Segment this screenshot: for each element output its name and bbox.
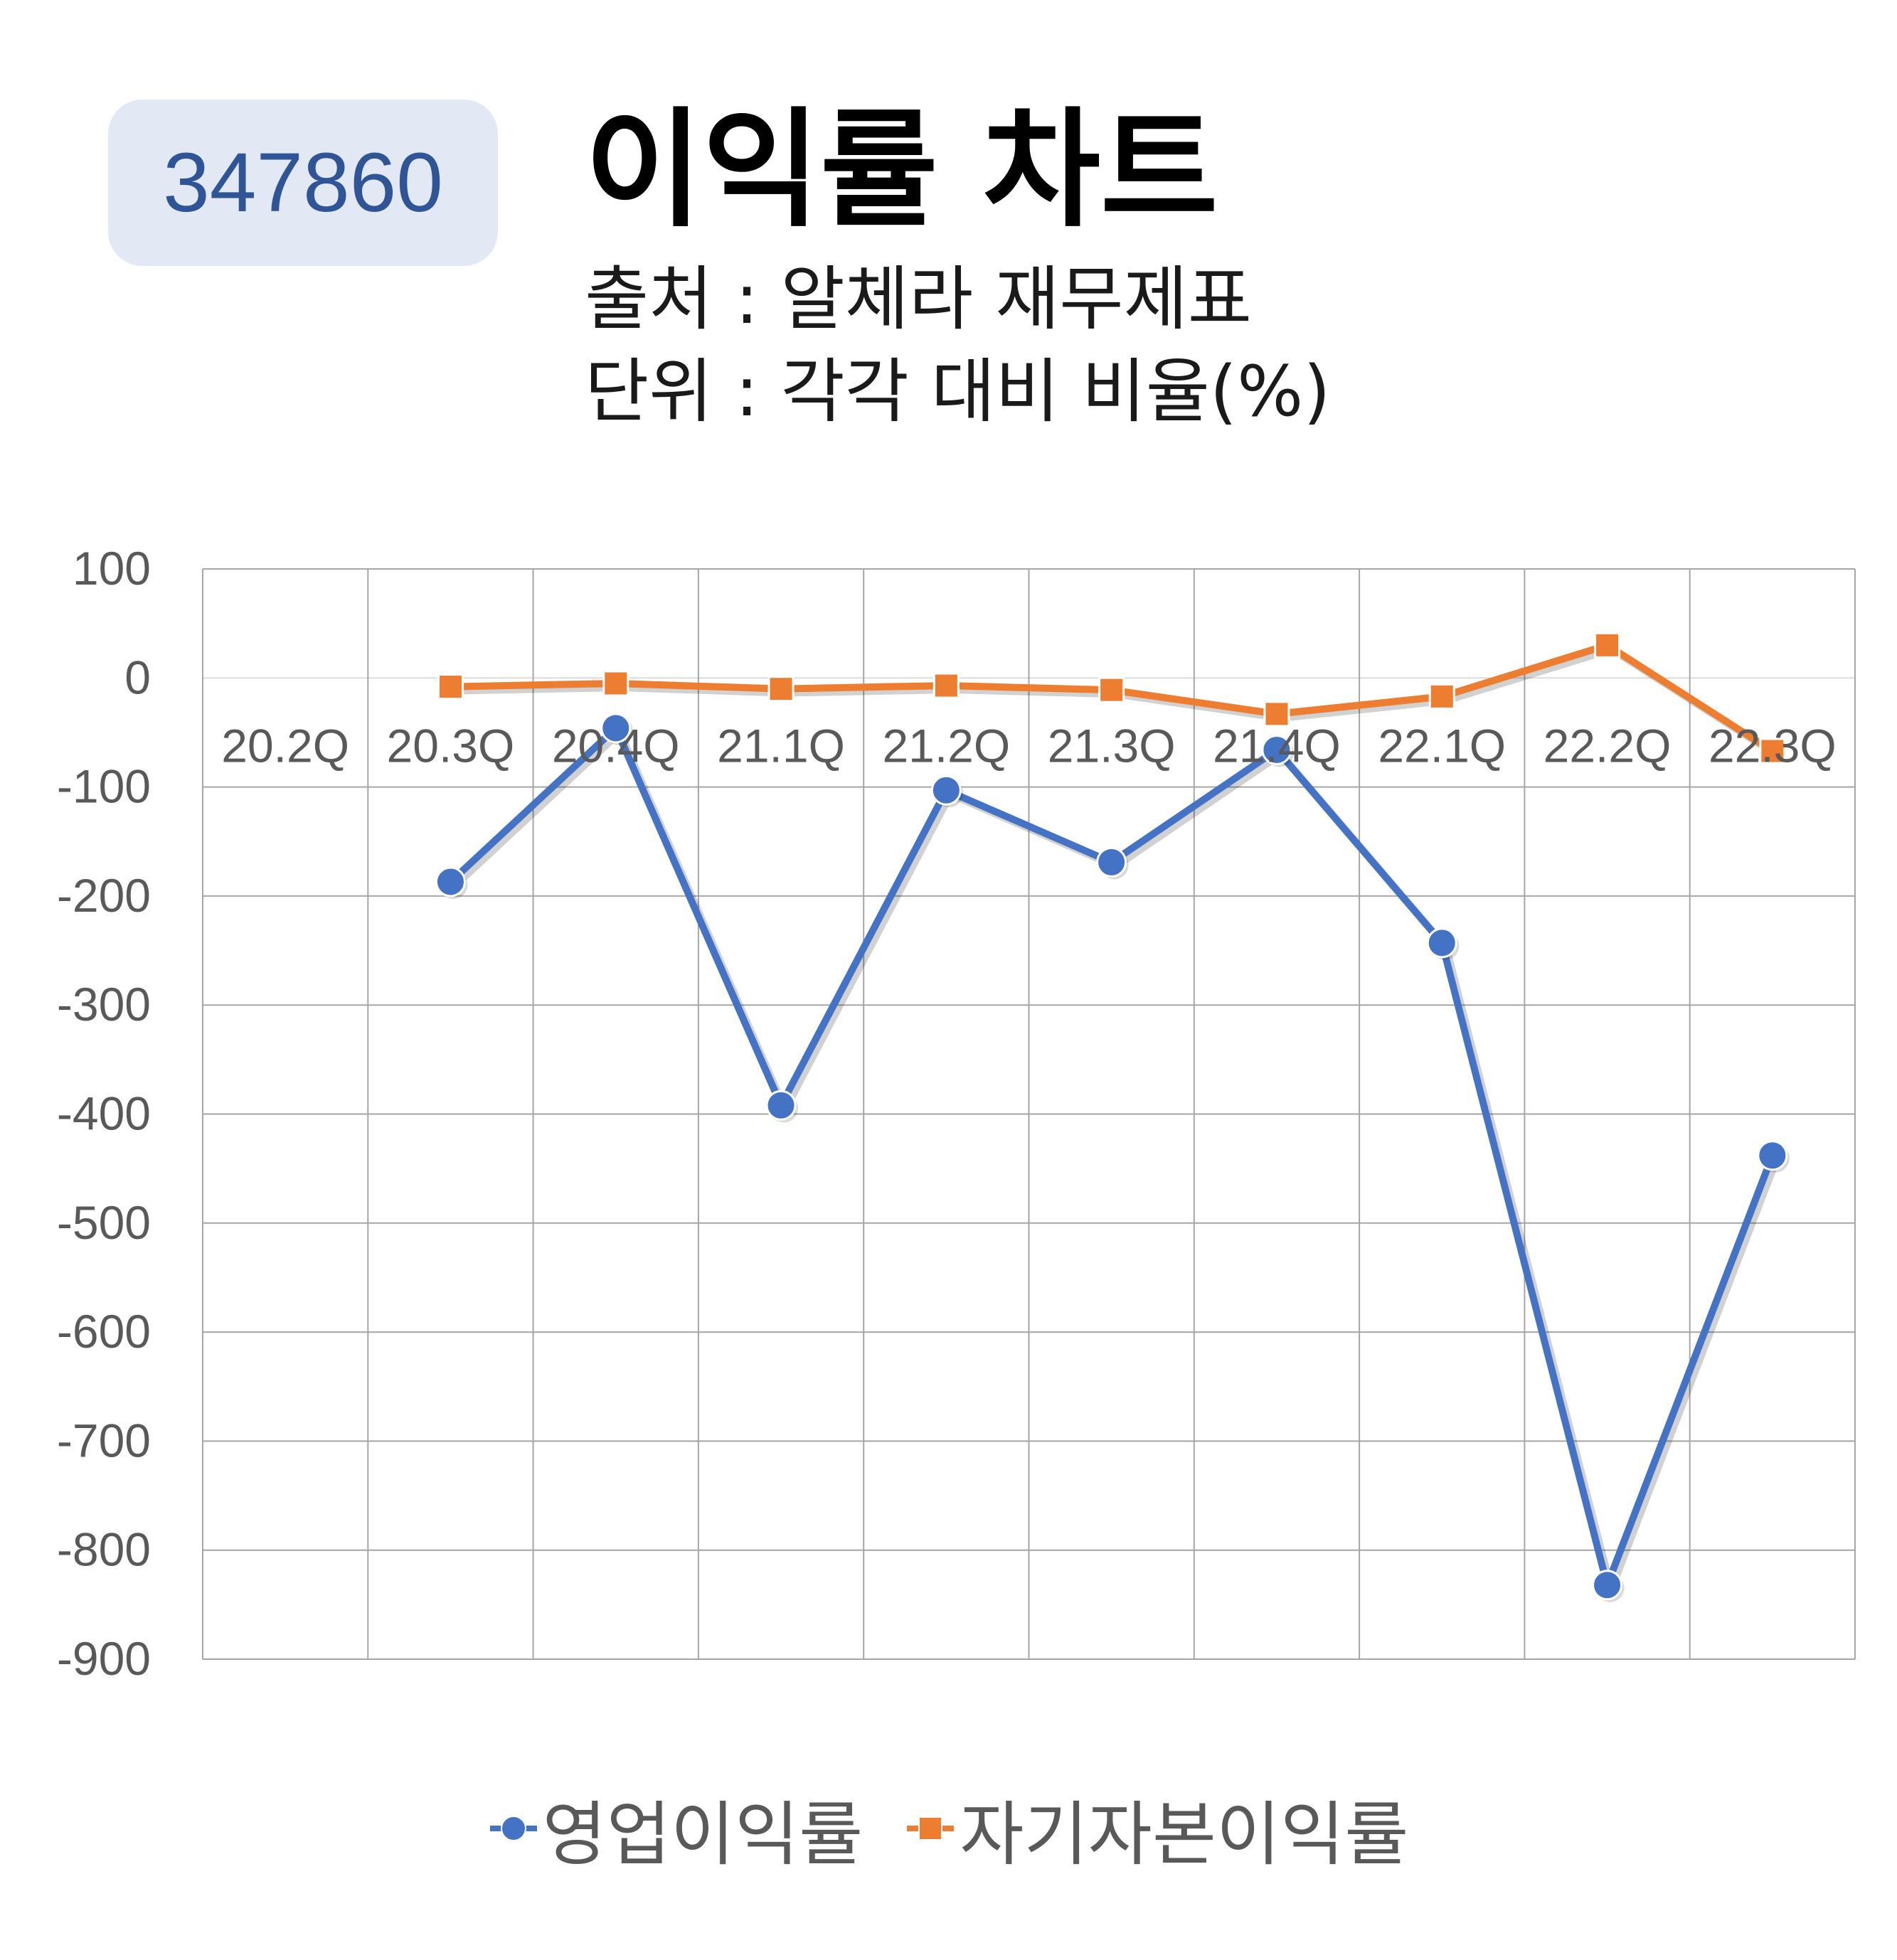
x-axis-ticks: 20.2Q 20.3Q 20.4Q 21.1Q 21.2Q 21.3Q 21.4Q 22.1Q… [221,719,1836,772]
x-tick-label: 21.3Q [1048,719,1176,772]
stock-code: 347860 [163,136,443,230]
chart-title: 이익률 차트 [585,96,1218,245]
data-point-roe [602,670,629,697]
x-tick-label: 22.3Q [1709,719,1837,772]
y-tick-label: -100 [57,760,151,813]
data-point-roe [767,676,795,703]
data-point-operating-margin [765,1090,797,1121]
data-point-operating-margin [1261,734,1292,765]
data-point-operating-margin [1592,1570,1623,1601]
y-tick-label: -600 [57,1305,151,1358]
stock-code-badge: 347860 [108,100,498,266]
legend-item-operating-margin: 영업이익률 [489,1778,864,1879]
y-tick-label: -700 [57,1414,151,1466]
y-tick-label: -200 [57,869,151,922]
source-text: 출처 : 알체라 재무제표 [585,259,1252,340]
series-layer [435,632,1790,1602]
legend: 영업이익률 자기자본이익률 [0,1778,1897,1879]
y-tick-label: -400 [57,1087,151,1140]
data-point-roe [437,673,464,701]
y-tick-label: 0 [124,651,151,703]
data-point-roe [1759,737,1786,765]
data-point-operating-margin [1096,846,1127,878]
data-point-operating-margin [1757,1140,1788,1171]
x-tick-label: 20.3Q [387,719,515,772]
data-point-operating-margin [1426,927,1457,959]
data-point-operating-margin [930,774,962,806]
y-tick-label: -800 [57,1523,151,1576]
data-point-operating-margin [435,866,466,898]
x-tick-label: 22.2Q [1543,719,1672,772]
x-tick-label: 21.2Q [882,719,1010,772]
y-tick-label: -300 [57,978,151,1030]
y-tick-label: 100 [73,542,151,595]
line-chart: 100 0 -100 -200 -300 -400 -500 -600 -700 -800 -900… [57,542,1856,1685]
x-tick-label: 22.1Q [1378,719,1506,772]
unit-text: 단위 : 각각 대비 비율(%) [585,351,1331,432]
y-axis-ticks: 100 0 -100 -200 -300 -400 -500 -600 -700 -800 -900 [57,542,151,1685]
x-tick-label: 21.1Q [717,719,845,772]
legend-label-operating-margin: 영업이익률 [542,1794,864,1875]
y-tick-label: -500 [57,1196,151,1249]
data-point-roe [1098,676,1125,703]
x-tick-label: 20.4Q [552,719,680,772]
legend-item-roe: 자기자본이익률 [905,1778,1408,1879]
legend-circle-marker [489,1816,537,1841]
y-tick-label: -900 [57,1632,151,1685]
grid-lines [202,568,1856,1660]
data-point-roe [932,672,960,699]
legend-label-roe: 자기자본이익률 [960,1794,1409,1875]
data-point-roe [1428,683,1455,710]
x-tick-label: 21.4Q [1213,719,1341,772]
data-point-operating-margin [600,713,632,744]
data-point-roe [1594,632,1621,659]
x-tick-label: 20.2Q [221,719,349,772]
data-point-roe [1263,701,1290,728]
legend-square-marker [907,1816,955,1841]
